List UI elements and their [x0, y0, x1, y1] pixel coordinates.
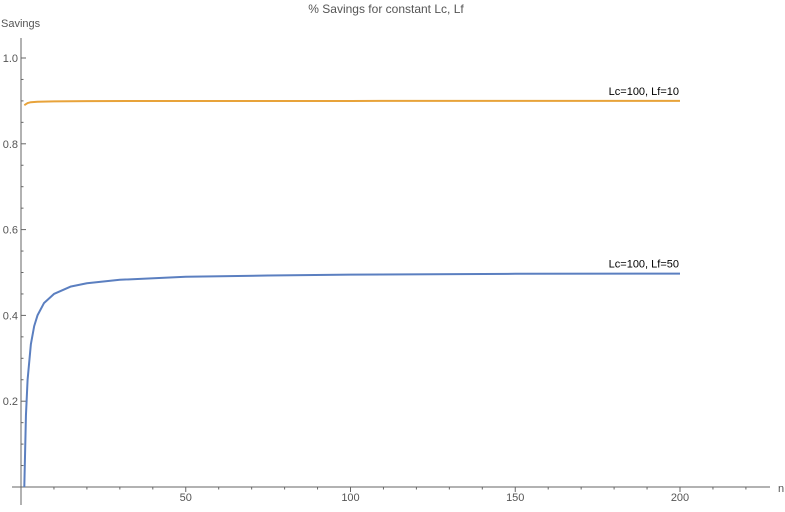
y-tick-label: 0.2 — [3, 396, 18, 408]
y-tick-label: 0.8 — [3, 139, 18, 151]
x-tick-label: 200 — [671, 492, 689, 504]
y-axis-label: Savings — [1, 18, 41, 30]
ticks-group: 50 100 150 200 0.2 0.4 0.6 0.8 1.0 — [3, 53, 747, 504]
y-tick-label: 0.4 — [3, 310, 18, 322]
series-line-2 — [23, 272, 681, 488]
x-axis-label: n — [778, 483, 784, 495]
series-label-2: Lc=100, Lf=50 — [609, 259, 679, 271]
x-tick-label: 100 — [341, 492, 359, 504]
x-tick-label: 50 — [180, 492, 192, 504]
chart-title: % Savings for constant Lc, Lf — [308, 2, 464, 16]
y-tick-label: 0.6 — [3, 225, 18, 237]
series-line-1 — [23, 99, 680, 107]
x-tick-label: 150 — [506, 492, 524, 504]
series-label-1: Lc=100, Lf=10 — [609, 86, 679, 98]
series-group: Lc=100, Lf=10 Lc=100, Lf=50 — [23, 86, 681, 488]
y-tick-label: 1.0 — [3, 53, 18, 65]
